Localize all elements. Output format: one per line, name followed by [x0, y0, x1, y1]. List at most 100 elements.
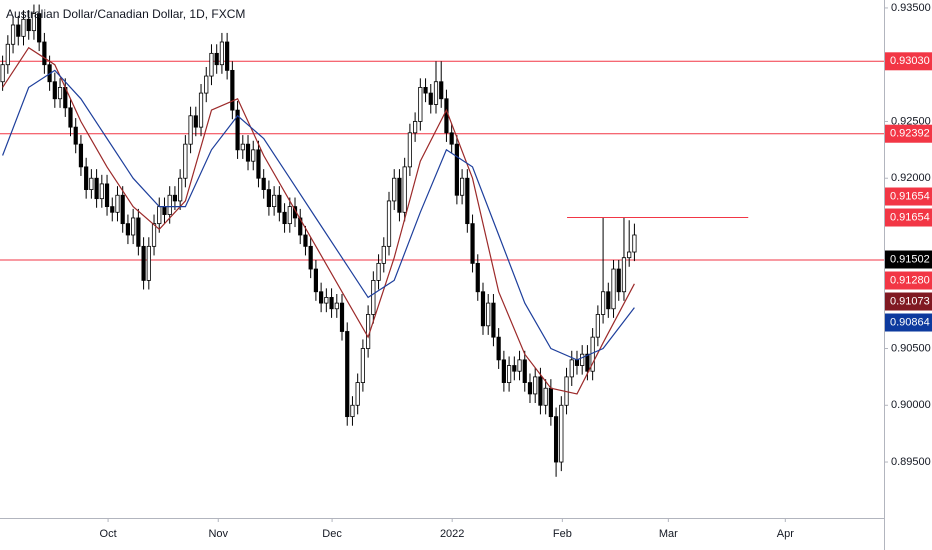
- candle-body: [68, 107, 73, 128]
- candle-body: [491, 302, 496, 338]
- candle-body: [433, 81, 439, 105]
- price-tag: [885, 271, 932, 290]
- candle-body: [319, 291, 324, 304]
- candle-body: [115, 194, 120, 213]
- price-tag: [885, 124, 932, 143]
- candle-body: [136, 217, 141, 247]
- candle-body: [104, 183, 110, 208]
- candle-body: [151, 223, 157, 247]
- candle-body: [157, 206, 162, 225]
- x-tick-label: Feb: [553, 528, 572, 540]
- candle-body: [611, 268, 616, 310]
- price-tag-label: 0.91073: [890, 295, 930, 307]
- candle-body: [272, 194, 277, 208]
- candle-body: [512, 365, 517, 372]
- candle-body: [496, 336, 501, 361]
- candle-body: [506, 365, 512, 383]
- candle-body: [214, 52, 219, 66]
- candle-body: [339, 302, 345, 332]
- candle-body: [486, 302, 491, 327]
- candle-body: [266, 189, 272, 208]
- price-tag: [885, 52, 932, 71]
- plot-area: [0, 4, 884, 477]
- candle-body: [89, 177, 94, 190]
- candle-body: [303, 234, 308, 247]
- candle-body: [376, 262, 381, 281]
- candle-body: [548, 387, 553, 418]
- price-tag-label: 0.92392: [890, 128, 930, 140]
- price-tag-label: 0.91280: [890, 274, 930, 286]
- candle-body: [78, 143, 84, 168]
- candle-body: [183, 143, 188, 179]
- candle-body: [428, 92, 433, 105]
- candle-body: [198, 92, 204, 128]
- x-tick-label: Mar: [659, 528, 678, 540]
- candle-body: [470, 223, 475, 264]
- candle-body: [162, 206, 167, 215]
- candle-body: [402, 166, 407, 213]
- candle-body: [204, 75, 209, 94]
- y-tick-label: 0.90500: [891, 342, 931, 354]
- candle-body: [350, 404, 355, 418]
- candle-body: [5, 43, 10, 66]
- y-tick-label: 0.89500: [891, 456, 931, 468]
- candle-body: [219, 41, 225, 66]
- candle-body: [230, 69, 235, 111]
- candle-body: [460, 177, 465, 196]
- candle-body: [329, 297, 334, 310]
- candle-body: [392, 177, 397, 202]
- candle-body: [251, 149, 256, 162]
- candle-body: [188, 115, 193, 145]
- candle-body: [209, 52, 214, 77]
- candle-body: [580, 353, 585, 366]
- candle-body: [324, 297, 329, 304]
- price-tag: [885, 250, 932, 269]
- candle-body: [178, 177, 183, 202]
- price-tag-label: 0.91654: [890, 211, 930, 223]
- candle-body: [167, 194, 172, 215]
- y-tick-label: 0.92500: [891, 115, 931, 127]
- candle-body: [538, 376, 543, 406]
- candle-body: [141, 245, 146, 281]
- candle-body: [595, 314, 600, 338]
- y-tick-label: 0.90000: [891, 399, 931, 411]
- candle-body: [355, 382, 360, 406]
- candle-body: [235, 109, 240, 151]
- candle-body: [627, 251, 632, 259]
- price-tag-label: 0.90864: [890, 316, 930, 328]
- candle-body: [616, 268, 621, 293]
- candle-body: [287, 206, 292, 225]
- candle-body: [522, 359, 527, 383]
- candle-body: [125, 223, 131, 236]
- candle-body: [277, 194, 282, 213]
- y-tick-label: 0.93500: [891, 2, 931, 14]
- candle-body: [439, 81, 444, 100]
- candle-body: [26, 18, 31, 32]
- candle-body: [569, 359, 574, 378]
- candle-body: [21, 18, 26, 37]
- candle-body: [261, 177, 266, 190]
- candle-body: [444, 98, 449, 134]
- candle-body: [131, 217, 136, 236]
- price-tag: [885, 208, 932, 227]
- candle-body: [99, 183, 104, 200]
- x-tick-label: 2022: [440, 528, 464, 540]
- candle-body: [110, 206, 115, 213]
- candle-body: [57, 87, 63, 100]
- candle-body: [334, 302, 339, 310]
- candle-body: [52, 81, 57, 100]
- candle-body: [366, 314, 371, 349]
- candle-body: [465, 177, 470, 225]
- x-tick-label: Nov: [208, 528, 228, 540]
- candle-body: [585, 353, 590, 372]
- candle-body: [574, 359, 580, 366]
- candle-body: [37, 13, 42, 43]
- candle-body: [407, 132, 412, 168]
- candle-body: [245, 143, 251, 162]
- candle-body: [418, 87, 423, 122]
- price-tag-label: 0.91654: [890, 190, 930, 202]
- candle-body: [533, 376, 538, 395]
- candle-body: [371, 279, 376, 315]
